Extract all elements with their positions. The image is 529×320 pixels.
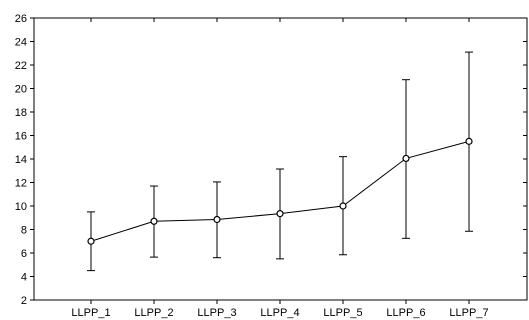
x-tick-label: LLPP_4 [260,307,299,319]
y-tick-label: 26 [15,13,27,25]
data-point-LLPP_2 [150,217,158,225]
y-tick-label: 10 [15,201,27,213]
x-tick-label: LLPP_5 [323,307,362,319]
data-point-LLPP_3 [213,215,221,224]
x-tick-label: LLPP_2 [134,307,173,319]
y-tick-label: 2 [21,295,27,307]
data-point-LLPP_6 [402,154,410,163]
x-tick-label: LLPP_3 [197,307,236,319]
y-tick-label: 6 [21,248,27,260]
data-point-LLPP_5 [339,202,347,210]
y-tick-label: 14 [15,154,27,166]
x-tick-label: LLPP_6 [386,307,425,319]
x-tick-label: LLPP_7 [449,307,488,319]
data-points [87,137,473,245]
x-tick-label: LLPP_1 [71,307,110,319]
data-point-LLPP_7 [465,137,473,145]
error-bars [87,51,473,272]
y-tick-label: 12 [15,178,27,190]
data-point-LLPP_1 [87,237,95,245]
y-tick-label: 18 [15,107,27,119]
y-tick-label: 24 [15,37,27,49]
y-tick-label: 16 [15,131,27,143]
y-tick-label: 22 [15,60,27,72]
y-tick-label: 8 [21,225,27,237]
y-tick-label: 4 [21,272,27,284]
data-point-LLPP_4 [276,210,284,218]
y-tick-label: 20 [15,84,27,96]
x-axis-ticks: LLPP_1 LLPP_2 LLPP_3 LLPP_4 LLPP_5 LLPP_6 LLPP… [71,18,489,319]
